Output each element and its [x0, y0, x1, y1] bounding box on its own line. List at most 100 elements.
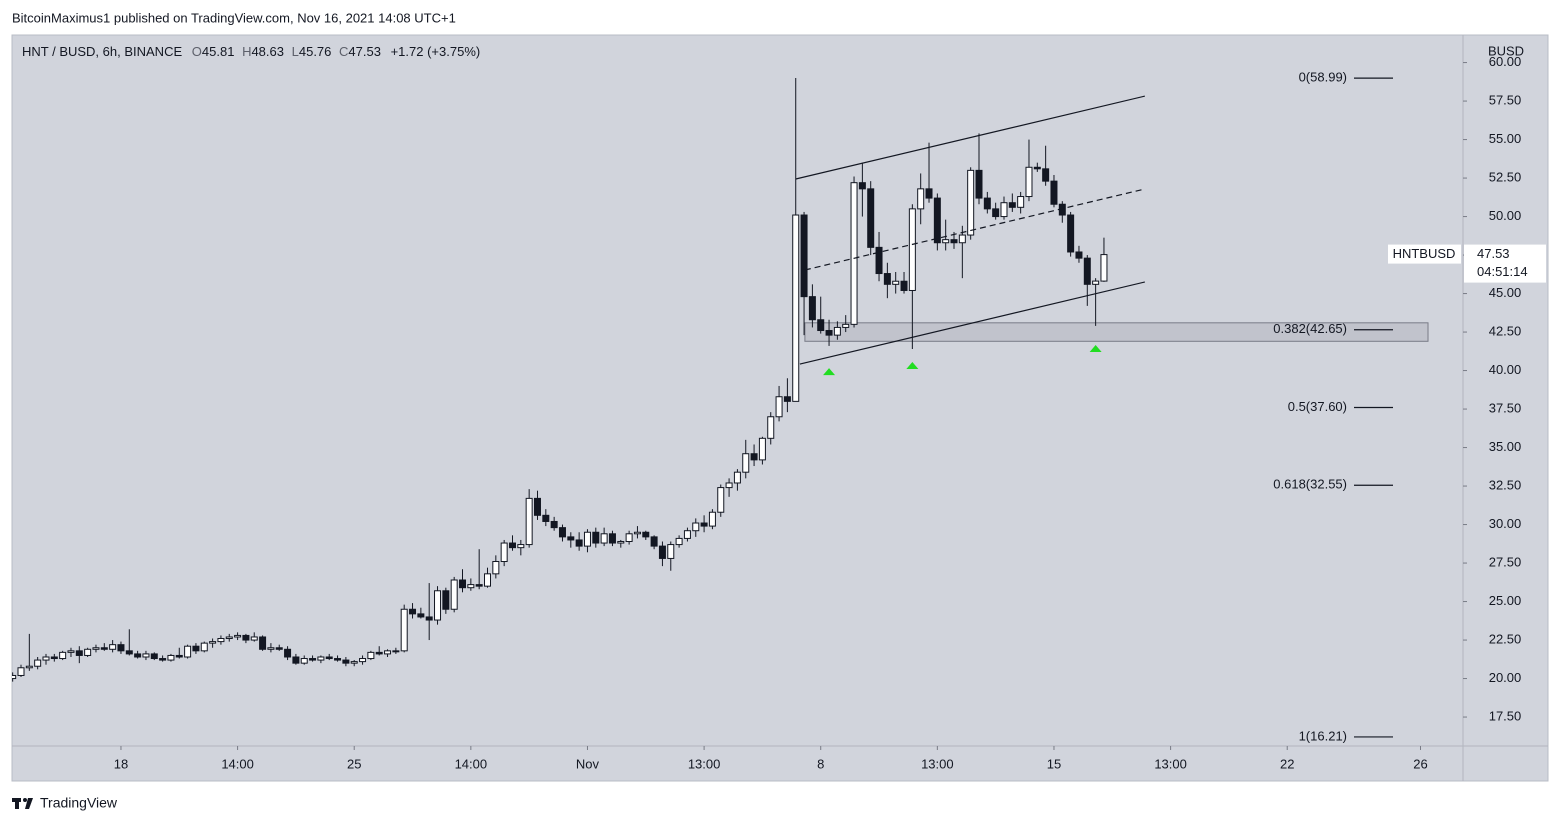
candle-body [175, 654, 183, 658]
candle-body [309, 658, 317, 661]
tradingview-logo [12, 798, 33, 809]
candle-body [317, 656, 325, 661]
candle-body [392, 650, 400, 653]
legend-letter: C [339, 44, 348, 59]
x-tick-label: 13:00 [1154, 756, 1187, 771]
y-tick-label: 20.00 [1489, 670, 1522, 685]
candle-body [500, 542, 508, 563]
candle-body [75, 650, 83, 656]
support-zone [804, 322, 1429, 342]
candle-body [84, 648, 92, 656]
symbol: HNT / BUSD, 6h, BINANCE [22, 44, 182, 59]
x-tick-label: 13:00 [921, 756, 954, 771]
candle-body [542, 514, 550, 522]
candle-body [900, 280, 908, 291]
fib-label: 0.5(37.60) [1288, 399, 1347, 414]
candle-body [750, 453, 758, 461]
candle-body [234, 634, 242, 638]
candle-body [608, 533, 616, 544]
candle-body [925, 188, 933, 199]
candle-body [225, 636, 233, 640]
x-tick-label: 13:00 [688, 756, 721, 771]
candle-body [159, 658, 167, 661]
candle-body [583, 531, 591, 547]
candle-body [525, 497, 533, 546]
candle-body [17, 667, 25, 676]
brand: TradingView [40, 795, 118, 811]
candle-body [967, 169, 975, 236]
candle-body [617, 540, 625, 544]
channel-line [795, 95, 1145, 180]
candle-body [475, 584, 483, 587]
y-tick-label: 40.00 [1489, 362, 1522, 377]
y-tick-label: 25.00 [1489, 593, 1522, 608]
candle-body [209, 641, 217, 644]
x-tick-label: 14:00 [221, 756, 254, 771]
candle-body [658, 545, 666, 559]
candle-body [867, 188, 875, 248]
candle-body [975, 169, 983, 199]
candle-body [1008, 202, 1016, 208]
candle-body [1042, 168, 1050, 182]
candle-body [1100, 254, 1108, 282]
candle-body [25, 665, 33, 669]
x-tick-label: 8 [817, 756, 824, 771]
candle-body [733, 471, 741, 484]
legend-letter: L [292, 44, 299, 59]
candle-body [434, 590, 442, 621]
y-tick-label: 17.50 [1489, 708, 1522, 723]
candle-body [742, 453, 750, 473]
fib-label: 0(58.99) [1299, 70, 1347, 85]
candle-body [292, 656, 300, 664]
candle-body [267, 647, 275, 650]
candle-body [950, 239, 958, 244]
y-tick-label: 45.00 [1489, 285, 1522, 300]
candle-body [992, 208, 1000, 218]
candle-body [334, 658, 342, 661]
candle-body [425, 616, 433, 621]
ticker-label: HNTBUSD [1393, 246, 1456, 261]
candle-body [184, 645, 192, 658]
y-tick-label: 32.50 [1489, 477, 1522, 492]
candle-body [384, 650, 392, 655]
candle-body [908, 208, 916, 291]
candle-body [92, 647, 100, 650]
candle-body [567, 536, 575, 541]
candle-body [600, 533, 608, 544]
candle-body [817, 319, 825, 332]
candle-body [342, 659, 350, 664]
candle-body [783, 396, 791, 402]
candle-body [459, 579, 467, 589]
price-tag [1464, 244, 1546, 283]
candle-body [100, 647, 108, 650]
candle-body [775, 396, 783, 418]
x-tick-label: Nov [576, 756, 600, 771]
bounce-marker [823, 368, 836, 376]
candle-body [42, 656, 50, 661]
candle-body [200, 642, 208, 652]
candle-body [192, 645, 200, 652]
candle-body [792, 214, 800, 402]
candle-body [284, 648, 292, 658]
x-tick-label: 25 [347, 756, 361, 771]
legend-letter: O [192, 44, 202, 59]
candle-body [517, 544, 525, 549]
candle-body [508, 542, 516, 549]
candle-body [850, 182, 858, 325]
x-tick-label: 15 [1047, 756, 1061, 771]
candle-body [1075, 251, 1083, 259]
candle-body [875, 246, 883, 275]
channel-line [804, 188, 1145, 271]
currency-label: BUSD [1488, 43, 1524, 58]
candle-body [125, 650, 133, 655]
candle-body [217, 638, 225, 643]
candle-body [650, 536, 658, 547]
plot-area [12, 77, 1429, 682]
candle-body [250, 636, 258, 641]
candle-body [625, 533, 633, 542]
y-tick-label: 27.50 [1489, 554, 1522, 569]
legend-low: 45.76 [299, 44, 332, 59]
y-tick-label: 60.00 [1489, 54, 1522, 69]
candle-body [800, 214, 808, 298]
candle-body [917, 188, 925, 210]
